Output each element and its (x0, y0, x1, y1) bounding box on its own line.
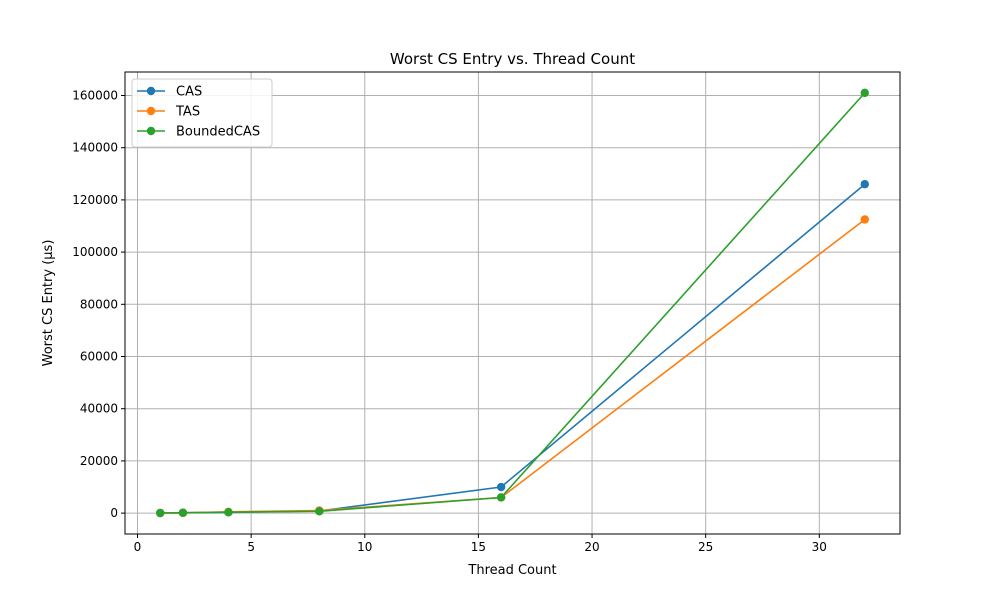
x-tick-label: 5 (247, 540, 255, 554)
data-point-boundedcas (178, 508, 188, 518)
y-tick-label: 0 (110, 506, 118, 520)
y-axis-label: Worst CS Entry (µs) (41, 240, 56, 367)
data-point-boundedcas (496, 493, 506, 502)
legend-marker-tas (146, 106, 156, 116)
x-tick-label: 0 (134, 540, 142, 554)
x-tick-label: 10 (357, 540, 372, 554)
data-point-tas (860, 215, 869, 224)
ticks-layer: 0 5 10 15 20 25 30 0 20000 40000 60000 80000 100000 1… (72, 88, 827, 554)
series-layer (156, 88, 869, 518)
data-point-boundedcas (224, 508, 233, 517)
y-tick-label: 40000 (80, 402, 118, 416)
y-tick-label: 20000 (80, 454, 118, 468)
y-tick-label: 80000 (80, 297, 118, 311)
chart-title: Worst CS Entry vs. Thread Count (390, 50, 635, 68)
x-tick-label: 30 (812, 540, 827, 554)
x-tick-label: 15 (471, 540, 486, 554)
legend-marker-boundedcas (146, 126, 156, 136)
data-point-cas (860, 180, 869, 189)
data-point-boundedcas (860, 88, 869, 98)
data-point-cas (496, 482, 506, 492)
legend-marker-cas (146, 86, 156, 96)
data-point-boundedcas (315, 507, 324, 516)
y-tick-label: 140000 (72, 141, 118, 155)
y-tick-label: 100000 (72, 245, 118, 259)
y-tick-label: 120000 (72, 193, 118, 207)
plot-area-frame (124, 71, 901, 535)
x-tick-label: 25 (698, 540, 713, 554)
legend-label-cas: CAS (176, 85, 202, 100)
legend-box (131, 78, 273, 148)
legend-label-tas: TAS (175, 105, 200, 120)
x-axis-label: Thread Count (467, 563, 556, 578)
x-tick-label: 20 (584, 540, 599, 554)
y-tick-label: 60000 (80, 350, 118, 364)
legend: CAS TAS BoundedCAS (131, 78, 273, 148)
legend-label-boundedcas: BoundedCAS (176, 125, 260, 140)
grid-layer (125, 72, 900, 534)
y-tick-label: 160000 (72, 88, 118, 102)
data-point-boundedcas (156, 508, 165, 518)
